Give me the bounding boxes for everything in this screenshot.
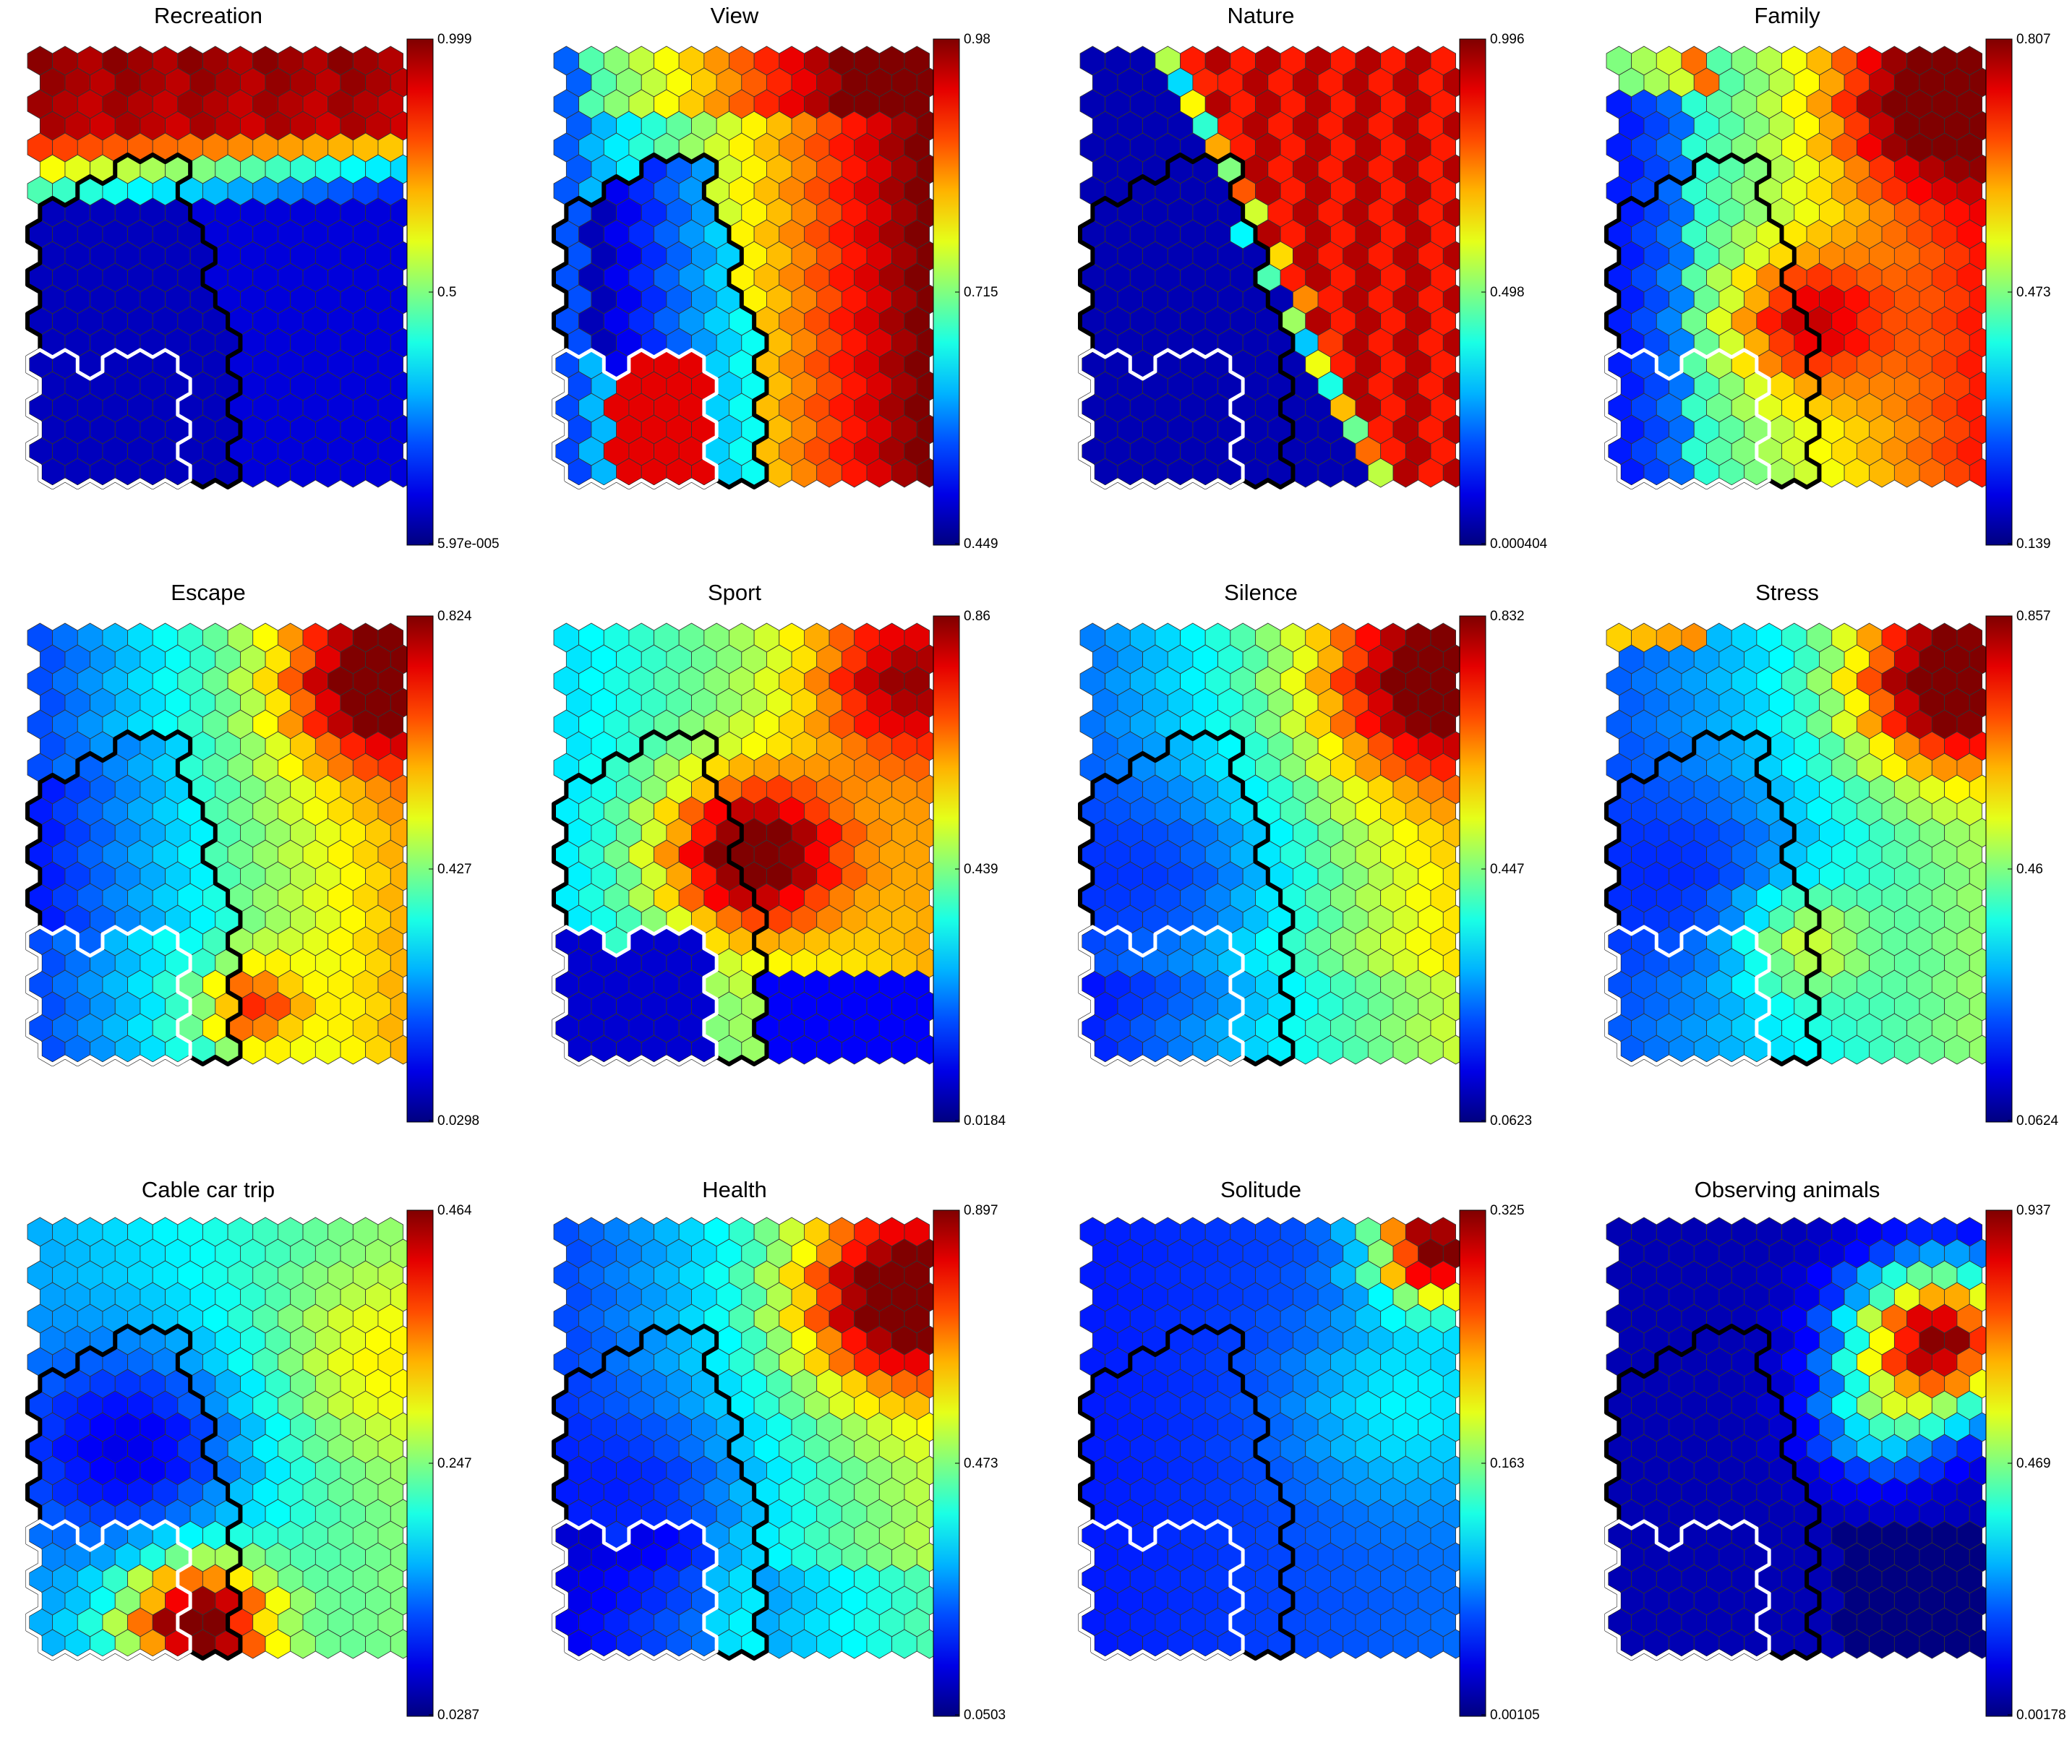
colorbar-tick-label: 0.857: [2016, 609, 2051, 624]
som-map: 0.832 0.447 0.0623: [1078, 609, 1532, 1129]
cluster-boundary-white: [1604, 348, 1771, 489]
panel-title: Escape: [171, 580, 246, 605]
colorbar-tick-label: 0.832: [1490, 609, 1525, 624]
colorbar-tick-label: 0.897: [964, 1203, 998, 1218]
colorbar-tick-label: 0.464: [437, 1203, 472, 1218]
som-panel: Stress 0.857 0.46 0.0624: [1592, 577, 2072, 1170]
som-map: 0.999 0.5 5.97e-005: [25, 32, 500, 552]
cluster-boundary-white: [1078, 925, 1245, 1066]
colorbar-tick-label: 0.5: [437, 285, 456, 300]
som-panel: Solitude 0.325 0.163 0.00105: [1066, 1171, 1572, 1764]
som-panel: Nature 0.996 0.498 0.000404: [1066, 0, 1572, 593]
som-panel: Cable car trip 0.464 0.247 0.0287: [13, 1171, 519, 1764]
som-panel: Recreation 0.999 0.5 5.97e-005: [13, 0, 519, 593]
cluster-boundary-white: [1604, 1519, 1771, 1661]
colorbar-tick-label: 0.996: [1490, 32, 1525, 47]
colorbar-tick-label: 0.000404: [1490, 536, 1548, 552]
som-panel: Family 0.807 0.473 0.139: [1592, 0, 2072, 593]
colorbar-tick-label: 0.447: [1490, 862, 1525, 877]
som-map: 0.937 0.469 0.00178: [1604, 1203, 2066, 1723]
colorbar-tick-label: 0.46: [2016, 862, 2043, 877]
cluster-boundary-white: [25, 925, 192, 1066]
panel-title: Recreation: [154, 3, 262, 28]
colorbar-tick-label: 0.0287: [437, 1708, 479, 1723]
som-map: 0.98 0.715 0.449: [552, 32, 998, 552]
colorbar-tick-label: 0.715: [964, 285, 998, 300]
panel-title: View: [710, 3, 759, 28]
panel-title: Solitude: [1220, 1177, 1302, 1202]
colorbar: [933, 38, 960, 546]
colorbar-tick-label: 0.807: [2016, 32, 2051, 47]
colorbar-tick-label: 0.163: [1490, 1456, 1525, 1471]
cluster-boundary-white: [25, 348, 192, 489]
som-map: 0.857 0.46 0.0624: [1604, 609, 2059, 1129]
som-panel: Health 0.897 0.473 0.0503: [539, 1171, 1045, 1764]
som-map: 0.807 0.473 0.139: [1604, 32, 2051, 552]
som-panel: Silence 0.832 0.447 0.0623: [1066, 577, 1572, 1170]
cluster-boundary-white: [552, 1519, 719, 1661]
colorbar-tick-label: 0.0624: [2016, 1113, 2059, 1129]
colorbar-tick-label: 0.0503: [964, 1708, 1006, 1723]
cluster-boundary-white: [1604, 925, 1771, 1066]
colorbar-tick-label: 0.98: [964, 32, 990, 47]
colorbar-tick-label: 5.97e-005: [437, 536, 500, 552]
panel-title: Nature: [1227, 3, 1295, 28]
panel-title: Family: [1754, 3, 1820, 28]
colorbar-tick-label: 0.247: [437, 1456, 472, 1471]
colorbar-tick-label: 0.0184: [964, 1113, 1006, 1129]
panel-title: Sport: [707, 580, 762, 605]
som-map: 0.824 0.427 0.0298: [25, 609, 479, 1129]
colorbar-tick-label: 0.498: [1490, 285, 1525, 300]
panel-title: Stress: [1755, 580, 1819, 605]
som-panel: View 0.98 0.715 0.449: [539, 0, 1045, 593]
colorbar-tick-label: 0.473: [964, 1456, 998, 1471]
colorbar-tick-label: 0.0623: [1490, 1113, 1532, 1129]
panel-title: Observing animals: [1694, 1177, 1880, 1202]
som-map: 0.325 0.163 0.00105: [1078, 1203, 1540, 1723]
som-panel: Sport 0.86 0.439 0.0184: [539, 577, 1045, 1170]
panel-title: Health: [702, 1177, 767, 1202]
som-map: 0.464 0.247 0.0287: [25, 1203, 479, 1723]
cluster-boundary-white: [552, 925, 719, 1066]
cluster-boundary-white: [25, 1519, 192, 1661]
som-panel: Observing animals 0.937 0.469 0.00178: [1592, 1171, 2072, 1764]
cluster-boundary-white: [552, 348, 719, 489]
som-map: 0.996 0.498 0.000404: [1078, 32, 1548, 552]
colorbar-tick-label: 0.0298: [437, 1113, 479, 1129]
colorbar-tick-label: 0.473: [2016, 285, 2051, 300]
colorbar-tick-label: 0.469: [2016, 1456, 2051, 1471]
cluster-boundary-white: [1078, 1519, 1245, 1661]
panel-title: Cable car trip: [141, 1177, 275, 1202]
colorbar-tick-label: 0.439: [964, 862, 998, 877]
som-map: 0.86 0.439 0.0184: [552, 609, 1006, 1129]
colorbar-tick-label: 0.427: [437, 862, 472, 877]
colorbar-tick-label: 0.86: [964, 609, 990, 624]
colorbar-tick-label: 0.449: [964, 536, 998, 552]
cluster-boundary-white: [1078, 348, 1245, 489]
panel-title: Silence: [1224, 580, 1298, 605]
colorbar-tick-label: 0.937: [2016, 1203, 2051, 1218]
colorbar-tick-label: 0.00178: [2016, 1708, 2066, 1723]
som-map: 0.897 0.473 0.0503: [552, 1203, 1006, 1723]
colorbar-tick-label: 0.824: [437, 609, 472, 624]
som-panel: Escape 0.824 0.427 0.0298: [13, 577, 519, 1170]
colorbar-tick-label: 0.999: [437, 32, 472, 47]
colorbar-tick-label: 0.139: [2016, 536, 2051, 552]
colorbar-tick-label: 0.325: [1490, 1203, 1525, 1218]
colorbar-tick-label: 0.00105: [1490, 1708, 1540, 1723]
